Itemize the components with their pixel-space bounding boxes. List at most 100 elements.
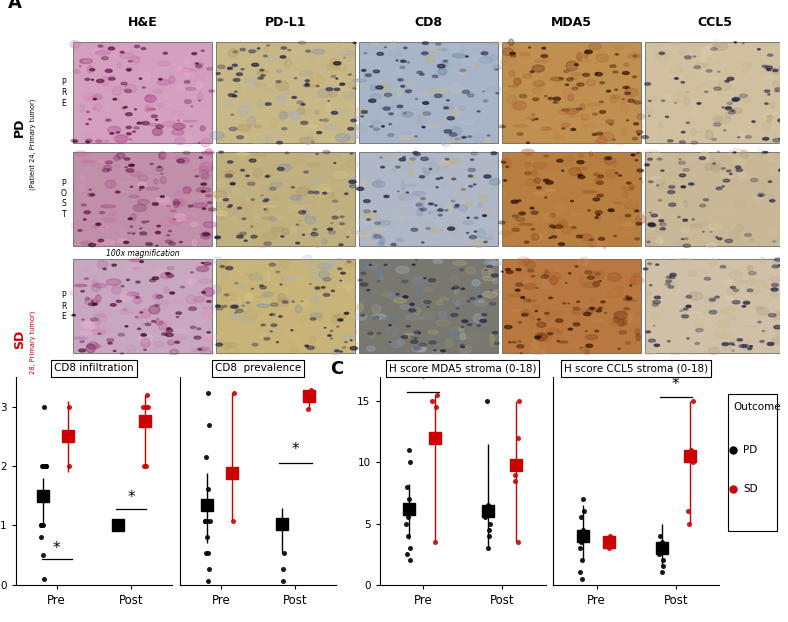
Ellipse shape — [131, 65, 138, 70]
Ellipse shape — [400, 135, 414, 139]
Ellipse shape — [729, 271, 742, 279]
Circle shape — [585, 331, 587, 332]
Ellipse shape — [582, 125, 596, 127]
Ellipse shape — [72, 420, 84, 424]
Ellipse shape — [583, 282, 598, 288]
Circle shape — [407, 62, 409, 63]
Ellipse shape — [190, 68, 200, 71]
Point — [203, 420, 215, 430]
Ellipse shape — [430, 442, 444, 449]
Ellipse shape — [335, 40, 343, 45]
Ellipse shape — [217, 213, 230, 216]
Circle shape — [195, 65, 203, 68]
Circle shape — [209, 208, 216, 211]
Circle shape — [236, 372, 243, 374]
Circle shape — [648, 158, 652, 160]
Ellipse shape — [101, 426, 113, 433]
Ellipse shape — [651, 421, 665, 428]
Ellipse shape — [260, 236, 269, 244]
Ellipse shape — [582, 114, 589, 120]
Circle shape — [461, 346, 464, 348]
Ellipse shape — [738, 412, 748, 416]
Ellipse shape — [654, 52, 667, 60]
Ellipse shape — [661, 258, 666, 264]
Ellipse shape — [630, 276, 644, 285]
Circle shape — [285, 419, 289, 421]
Ellipse shape — [280, 112, 288, 119]
Ellipse shape — [425, 159, 433, 164]
Ellipse shape — [95, 295, 101, 302]
Ellipse shape — [342, 113, 347, 121]
Circle shape — [262, 442, 266, 444]
Circle shape — [742, 43, 744, 44]
Ellipse shape — [593, 281, 599, 287]
Ellipse shape — [489, 261, 503, 265]
Ellipse shape — [303, 426, 312, 434]
Circle shape — [142, 377, 146, 379]
Ellipse shape — [636, 215, 646, 223]
Ellipse shape — [729, 231, 739, 239]
Ellipse shape — [389, 413, 400, 415]
Ellipse shape — [87, 364, 95, 369]
Circle shape — [512, 215, 519, 218]
Ellipse shape — [673, 402, 682, 406]
Ellipse shape — [614, 202, 623, 204]
Ellipse shape — [597, 136, 608, 144]
Circle shape — [125, 390, 132, 393]
Ellipse shape — [284, 277, 298, 280]
Ellipse shape — [222, 293, 236, 301]
Circle shape — [481, 52, 488, 55]
Ellipse shape — [314, 244, 321, 248]
Circle shape — [348, 128, 354, 130]
Ellipse shape — [315, 361, 320, 368]
Circle shape — [613, 71, 618, 73]
Circle shape — [656, 264, 659, 266]
Ellipse shape — [177, 198, 188, 207]
Circle shape — [158, 78, 162, 80]
Ellipse shape — [636, 313, 640, 317]
Circle shape — [515, 429, 519, 430]
Circle shape — [228, 67, 232, 70]
Ellipse shape — [193, 203, 207, 208]
Ellipse shape — [633, 221, 639, 228]
Ellipse shape — [454, 287, 459, 294]
Circle shape — [276, 81, 281, 83]
Circle shape — [749, 445, 755, 448]
Circle shape — [646, 331, 651, 333]
Circle shape — [463, 90, 470, 93]
Ellipse shape — [531, 234, 542, 241]
Ellipse shape — [760, 402, 770, 411]
Ellipse shape — [571, 213, 580, 215]
Ellipse shape — [225, 343, 238, 348]
Ellipse shape — [599, 410, 609, 415]
Circle shape — [421, 198, 426, 200]
Circle shape — [225, 174, 232, 177]
Text: C: C — [329, 360, 343, 378]
Ellipse shape — [113, 156, 120, 160]
Ellipse shape — [727, 316, 736, 320]
Ellipse shape — [279, 111, 285, 121]
Ellipse shape — [712, 192, 716, 196]
Ellipse shape — [656, 180, 665, 185]
Ellipse shape — [310, 273, 320, 277]
Bar — [216, 152, 355, 246]
Circle shape — [141, 334, 147, 336]
Ellipse shape — [658, 86, 670, 93]
Circle shape — [396, 60, 398, 61]
Ellipse shape — [318, 184, 332, 192]
Circle shape — [266, 175, 270, 177]
Ellipse shape — [173, 200, 182, 207]
Circle shape — [522, 381, 526, 383]
Circle shape — [125, 90, 132, 93]
Ellipse shape — [484, 234, 493, 239]
Circle shape — [537, 430, 541, 431]
Circle shape — [233, 392, 237, 394]
Ellipse shape — [507, 95, 517, 104]
Ellipse shape — [702, 310, 716, 314]
Ellipse shape — [596, 133, 606, 141]
Circle shape — [71, 139, 76, 142]
Circle shape — [406, 325, 411, 327]
Ellipse shape — [535, 333, 547, 341]
Ellipse shape — [120, 309, 132, 314]
Circle shape — [363, 200, 370, 203]
